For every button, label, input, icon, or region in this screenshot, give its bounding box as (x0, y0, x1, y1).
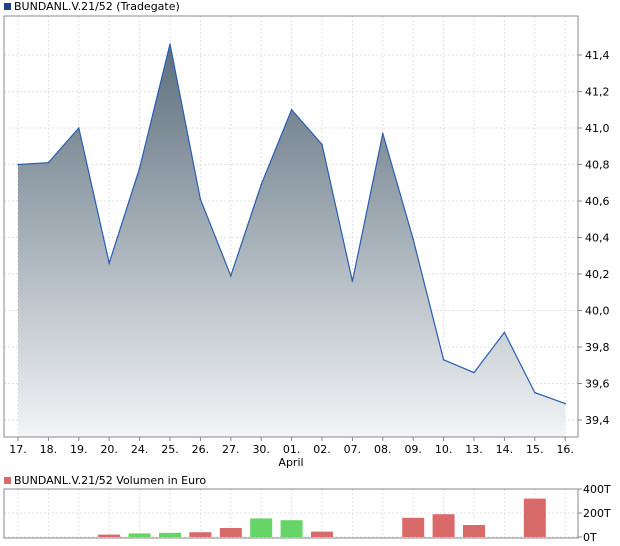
volume-bar (463, 525, 485, 537)
volume-grid (4, 488, 578, 538)
price-point (169, 43, 171, 45)
price-point (382, 132, 384, 135)
price-point (321, 143, 323, 146)
price-point (260, 183, 263, 186)
price-y-tick-label: 40,0 (585, 305, 610, 318)
price-x-tick-label: 25. (161, 443, 179, 456)
price-x-tick-label: 09. (404, 443, 422, 456)
volume-bar (219, 528, 242, 537)
price-y-tick-label: 39,4 (585, 414, 610, 427)
price-y-tick-label: 41,4 (585, 49, 610, 62)
volume-bar (98, 534, 121, 537)
price-legend-swatch (4, 3, 11, 10)
volume-bar (250, 518, 273, 537)
price-plot-frame (3, 15, 579, 438)
volume-bars (98, 498, 546, 537)
price-y-tick-label: 40,8 (585, 159, 610, 172)
price-point (564, 402, 566, 405)
volume-legend-swatch (4, 477, 11, 484)
price-point (47, 161, 50, 164)
price-point (138, 167, 141, 169)
volume-bar (432, 514, 455, 537)
volume-y-tick-label: 0T (583, 531, 597, 544)
price-y-tick-label: 40,2 (585, 268, 610, 281)
price-point (290, 108, 293, 111)
price-x-tick-label: 17. (9, 443, 27, 456)
volume-bar (128, 533, 151, 537)
price-y-tick-label: 41,2 (585, 86, 610, 99)
price-x-tick-label: 08. (374, 443, 392, 456)
price-point (473, 371, 475, 374)
price-y-tick-label: 41,0 (585, 122, 610, 135)
price-point (199, 198, 202, 200)
price-area-fill (18, 44, 566, 437)
price-y-tick-label: 39,6 (585, 378, 610, 391)
price-y-tick-label: 40,6 (585, 195, 610, 208)
price-x-tick-label: 13. (465, 443, 483, 456)
price-point (108, 262, 110, 264)
volume-chart-title: BUNDANL.V.21/52 Volumen in Euro (14, 474, 206, 487)
price-point (503, 331, 506, 334)
price-x-tick-label: 16. (556, 443, 574, 456)
price-x-tick-label: 19. (70, 443, 88, 456)
price-y-tick-label: 40,4 (585, 232, 610, 245)
price-y-axis: 39,4 39,6 39,8 40,0 40,2 40,4 40,6 40,8 41,0 41,2… (578, 49, 610, 427)
price-point (412, 238, 415, 241)
x-axis-month-label: April (278, 456, 303, 469)
price-x-tick-label: 14. (496, 443, 514, 456)
volume-bar (189, 532, 212, 537)
price-x-tick-label: 30. (252, 443, 270, 456)
price-points (17, 43, 566, 405)
volume-bar (402, 517, 425, 537)
price-point (17, 163, 19, 166)
volume-bar (159, 532, 181, 537)
price-point (442, 358, 445, 361)
price-x-tick-label: 10. (435, 443, 453, 456)
price-x-tick-label: 20. (100, 443, 118, 456)
volume-bar (523, 498, 546, 537)
price-x-tick-label: 24. (131, 443, 149, 456)
price-x-tick-label: 27. (222, 443, 240, 456)
price-x-tick-label: 18. (40, 443, 58, 456)
volume-y-axis: 0T 200T 400T (578, 483, 611, 544)
price-point (351, 280, 354, 283)
volume-y-tick-label: 200T (583, 507, 611, 520)
price-chart-title: BUNDANL.V.21/52 (Tradegate) (14, 0, 180, 13)
price-x-axis: 17. 18. 19. 20. 24. 25. 26. 27. 30. 01. 02. 07. 08. 0… (9, 437, 574, 456)
price-x-tick-label: 07. (344, 443, 362, 456)
volume-bar (280, 520, 303, 537)
price-x-tick-label: 01. (283, 443, 301, 456)
price-x-tick-label: 15. (526, 443, 544, 456)
volume-y-tick-label: 400T (583, 483, 611, 496)
price-x-tick-label: 02. (313, 443, 331, 456)
price-x-tick-label: 26. (192, 443, 210, 456)
price-point (78, 127, 80, 129)
price-y-tick-label: 39,8 (585, 341, 610, 354)
price-point (534, 391, 536, 394)
volume-bar (311, 531, 333, 537)
price-point (230, 275, 232, 277)
